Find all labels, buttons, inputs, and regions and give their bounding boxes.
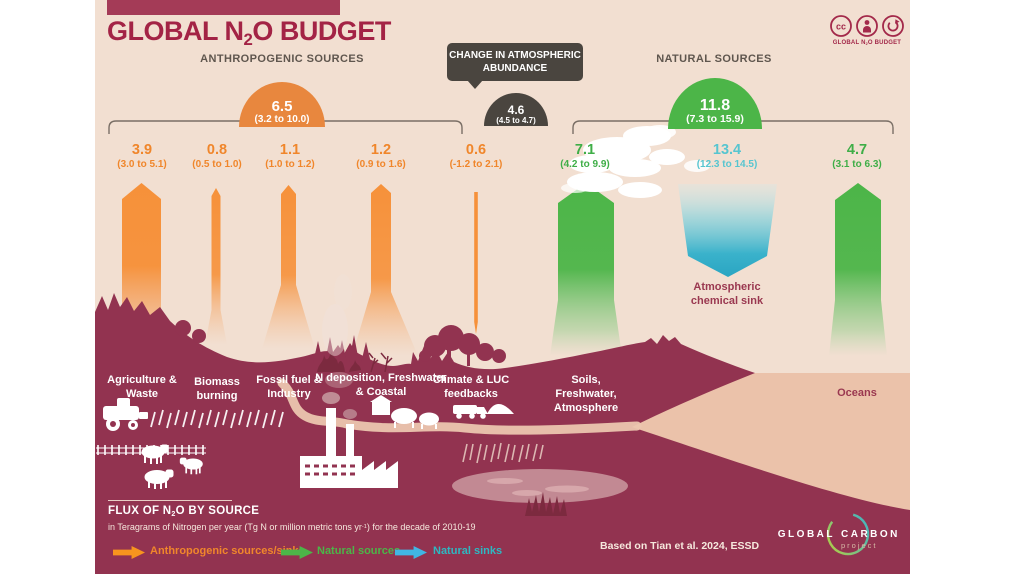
truck-icon bbox=[453, 404, 514, 419]
flux-label-soils: Soils, Freshwater, Atmosphere bbox=[553, 374, 619, 414]
tractor-icon bbox=[103, 398, 148, 431]
global-carbon-project-logo-arc bbox=[826, 512, 870, 556]
flux-value-agriculture-waste: 3.9 (3.0 to 5.1) bbox=[117, 142, 167, 170]
flux-value-fossil-fuel: 1.1 (1.0 to 1.2) bbox=[265, 142, 315, 170]
license-caption: GLOBAL N2O BUDGET bbox=[832, 40, 902, 47]
citation: Based on Tian et al. 2024, ESSD bbox=[600, 540, 760, 552]
flux-label-biomass-burning: Biomass burning bbox=[194, 376, 240, 402]
flux-legend-subtitle: in Teragrams of Nitrogen per year (Tg N … bbox=[108, 522, 476, 532]
flux-value-climate-luc: 0.6 (-1.2 to 2.1) bbox=[449, 142, 503, 170]
flux-label-fossil-fuel: Fossil fuel & Industry bbox=[256, 374, 322, 400]
winding-road bbox=[277, 378, 642, 435]
natural-sources-label: NATURAL SOURCES bbox=[656, 53, 772, 65]
arrow-soils bbox=[550, 183, 622, 356]
flux-label-climate-luc: Climate & LUC feedbacks bbox=[432, 374, 510, 400]
attribution-person-icon bbox=[856, 15, 878, 37]
anthropogenic-total-value: 6.5 bbox=[271, 98, 293, 115]
wildfire-flames bbox=[317, 274, 393, 373]
footer-divider bbox=[108, 500, 232, 501]
legend-natural-sources-label: Natural sources bbox=[317, 545, 401, 557]
crop-rows bbox=[150, 409, 284, 429]
flux-label-atmospheric-sink: Atmospheric chemical sink bbox=[690, 281, 764, 307]
license-badges: cc bbox=[830, 15, 904, 37]
natural-total-range: (7.3 to 15.9) bbox=[686, 113, 744, 125]
leafy-trees bbox=[175, 320, 506, 366]
logo-global: GLOBAL bbox=[777, 529, 835, 540]
callout-tail bbox=[467, 80, 483, 89]
legend-natural-sinks-label: Natural sinks bbox=[433, 545, 503, 557]
flux-value-biomass-burning: 0.8 (0.5 to 1.0) bbox=[192, 142, 242, 170]
flux-value-oceans: 4.7 (3.1 to 6.3) bbox=[832, 142, 882, 170]
arrow-climate-luc bbox=[474, 192, 478, 334]
atmospheric-abundance-value: 4.6 bbox=[507, 103, 525, 117]
natural-total-value: 11.8 bbox=[699, 97, 731, 114]
change-in-atmospheric-abundance-callout: CHANGE IN ATMOSPHERIC ABUNDANCE bbox=[447, 43, 583, 81]
anthropogenic-total-range: (3.2 to 10.0) bbox=[254, 114, 310, 125]
arrow-fossil-fuel bbox=[262, 185, 315, 349]
treatment-tanks-icon bbox=[370, 395, 439, 429]
clouds bbox=[561, 125, 710, 198]
header-accent-bar bbox=[107, 0, 340, 15]
flux-label-agriculture-waste: Agriculture & Waste bbox=[107, 374, 177, 400]
legend-anthropogenic-label: Anthropogenic sources/sinks bbox=[150, 545, 305, 557]
infographic-canvas: GLOBAL N2O BUDGET cc GLOBAL N2O BUDGET A… bbox=[95, 0, 910, 574]
logo-project: project bbox=[841, 541, 878, 550]
logo-carbon: CARBON bbox=[841, 529, 900, 540]
wetland-grass bbox=[462, 442, 544, 464]
flux-value-atmospheric-sink: 13.4 (12.3 to 14.5) bbox=[696, 142, 758, 170]
atmospheric-abundance-range: (4.5 to 4.7) bbox=[496, 116, 536, 125]
flux-value-soils: 7.1 (4.2 to 9.9) bbox=[560, 142, 610, 170]
flux-label-oceans: Oceans bbox=[837, 387, 877, 399]
page-title: GLOBAL N2O BUDGET bbox=[107, 16, 391, 49]
pond bbox=[452, 469, 628, 516]
cc-icon: cc bbox=[830, 15, 852, 37]
arrow-n-deposition bbox=[352, 184, 418, 356]
svg-text:cc: cc bbox=[836, 22, 846, 32]
flux-label-n-deposition: N deposition, Freshwater & Coastal bbox=[315, 372, 447, 398]
share-alike-arrow-icon bbox=[882, 15, 904, 37]
anthropogenic-sources-label: ANTHROPOGENIC SOURCES bbox=[200, 53, 364, 65]
arrow-biomass-burning bbox=[205, 188, 227, 345]
flux-value-n-deposition: 1.2 (0.9 to 1.6) bbox=[356, 142, 406, 170]
scene-graphics bbox=[95, 120, 910, 574]
arrow-atmospheric-sink bbox=[678, 184, 777, 277]
arrow-oceans bbox=[829, 183, 887, 356]
factory-icon bbox=[300, 372, 398, 488]
pond-grass bbox=[525, 492, 567, 516]
cow-icons bbox=[141, 444, 203, 489]
conifer-trees bbox=[313, 335, 371, 363]
ocean-area bbox=[632, 373, 910, 510]
flux-legend-heading: FLUX OF N2O BY SOURCE bbox=[108, 505, 260, 518]
